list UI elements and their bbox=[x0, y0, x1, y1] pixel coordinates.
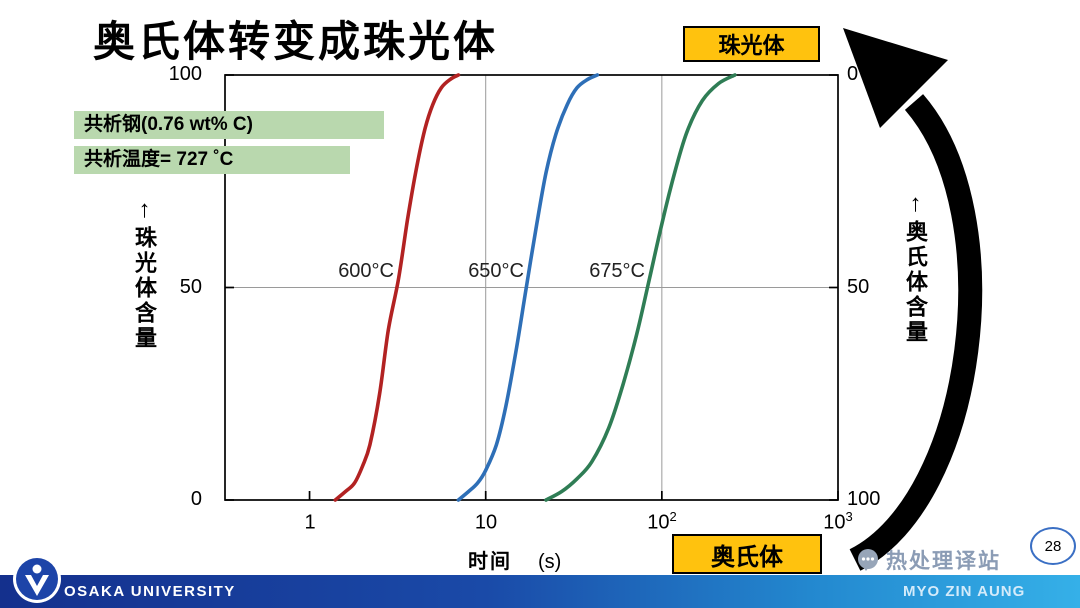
x-tick-10: 10 bbox=[474, 511, 498, 534]
curve-label-650c: 650°C bbox=[468, 260, 524, 282]
university-name: OSAKA UNIVERSITY bbox=[64, 583, 236, 600]
y-left-tick-50: 50 bbox=[179, 276, 202, 298]
x-axis-title-text: 时间 bbox=[468, 551, 512, 573]
slide-title: 奥氏体转变成珠光体 bbox=[93, 18, 499, 65]
curve-650°C bbox=[456, 73, 600, 502]
y-axis-right-title-text: 奥氏体含量 bbox=[903, 220, 928, 345]
x-tick-1000: 103 bbox=[823, 509, 853, 534]
austenite-badge: 奥氏体 bbox=[672, 534, 822, 574]
osaka-university-logo bbox=[13, 555, 61, 603]
watermark: 热处理译站 bbox=[856, 545, 1001, 575]
eutectoid-temperature-label: 共析温度= 727 ˚C bbox=[74, 146, 350, 174]
y-left-tick-100: 100 bbox=[168, 63, 202, 85]
transformation-arrowhead bbox=[843, 28, 948, 128]
footer-bar: OSAKA UNIVERSITY MYO ZIN AUNG bbox=[0, 575, 1080, 608]
y-left-tick-0: 0 bbox=[190, 488, 202, 510]
up-arrow-icon: ↑ bbox=[131, 196, 158, 226]
y-right-tick-50: 50 bbox=[847, 276, 870, 298]
y-right-tick-100: 100 bbox=[847, 488, 881, 510]
watermark-text: 热处理译站 bbox=[886, 550, 1001, 573]
page-number: 28 bbox=[1030, 527, 1076, 565]
up-arrow-icon: ↑ bbox=[902, 190, 929, 220]
x-axis-title: 时间 (s) bbox=[468, 545, 561, 574]
pearlite-badge: 珠光体 bbox=[683, 26, 820, 62]
curve-675°C bbox=[544, 73, 737, 502]
curve-label-675c: 675°C bbox=[589, 260, 645, 282]
wechat-icon bbox=[858, 549, 878, 571]
author-name: MYO ZIN AUNG bbox=[903, 583, 1026, 600]
y-axis-right-title: ↑奥氏体含量 bbox=[899, 190, 931, 345]
steel-composition-label: 共析钢(0.76 wt% C) bbox=[74, 111, 384, 139]
x-tick-1: 1 bbox=[304, 511, 316, 534]
x-axis-unit: (s) bbox=[538, 551, 562, 573]
y-axis-left-title: ↑珠光体含量 bbox=[128, 196, 160, 351]
y-axis-left-title-text: 珠光体含量 bbox=[132, 226, 157, 351]
y-right-tick-0: 0 bbox=[847, 63, 859, 85]
curve-label-600c: 600°C bbox=[338, 260, 394, 282]
x-tick-100: 102 bbox=[647, 509, 677, 534]
